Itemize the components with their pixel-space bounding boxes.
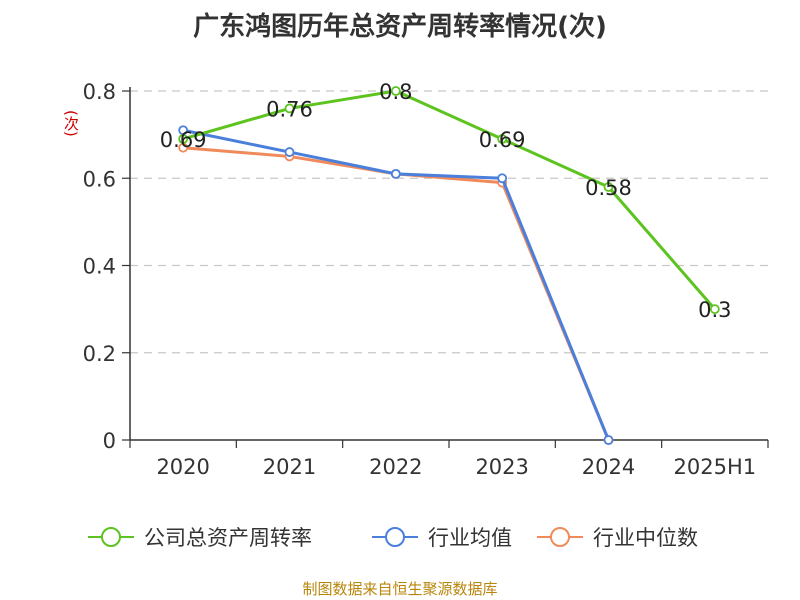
x-tick-label: 2022 <box>369 455 422 479</box>
x-tick-label: 2023 <box>475 455 528 479</box>
y-axis-label: (次) <box>62 110 80 137</box>
data-point <box>497 173 508 184</box>
legend-item-label: 公司总资产周转率 <box>144 526 312 550</box>
x-tick-label: 2020 <box>156 455 209 479</box>
data-label: 0.76 <box>266 97 313 121</box>
x-tick-label: 2021 <box>263 455 316 479</box>
legend-swatch-marker <box>550 527 570 547</box>
y-tick-label: 0.6 <box>83 167 116 191</box>
y-tick-label: 0.8 <box>83 80 116 104</box>
data-label: 0.3 <box>698 298 731 322</box>
legend-swatch-marker <box>101 527 121 547</box>
legend-swatch-marker <box>385 527 405 547</box>
data-point <box>390 86 401 96</box>
data-point <box>390 168 401 179</box>
data-label: 0.58 <box>585 176 632 200</box>
data-point <box>497 134 508 144</box>
x-tick-label: 2024 <box>582 455 635 479</box>
chart-title: 广东鸿图历年总资产周转率情况(次) <box>193 12 607 42</box>
data-label: 0.69 <box>160 128 207 152</box>
data-point <box>709 304 720 315</box>
data-label: 0.69 <box>479 128 526 152</box>
data-point <box>178 134 189 144</box>
legend-item-label: 行业中位数 <box>593 526 698 550</box>
data-point <box>603 182 614 192</box>
series-line <box>183 146 610 441</box>
legend-item-label: 行业均值 <box>428 526 512 550</box>
x-tick-label: 2025H1 <box>674 455 757 479</box>
y-tick-label: 0 <box>103 429 116 453</box>
source-note: 制图数据来自恒生聚源数据库 <box>302 580 498 598</box>
data-point <box>284 147 295 157</box>
series-line <box>182 89 716 311</box>
y-tick-label: 0.2 <box>83 342 116 366</box>
data-point <box>284 103 295 114</box>
data-point <box>603 435 614 445</box>
data-label: 0.8 <box>379 80 412 104</box>
y-tick-label: 0.4 <box>83 255 116 279</box>
